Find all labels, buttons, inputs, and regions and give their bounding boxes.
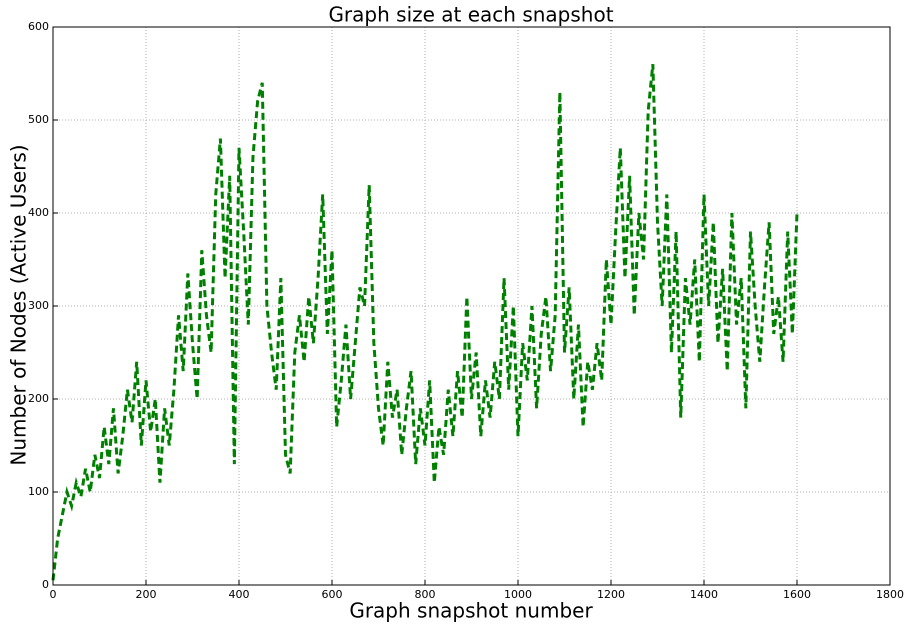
y-tick-label: 100	[28, 485, 49, 498]
y-tick-label: 600	[28, 20, 49, 33]
x-tick-label: 1600	[783, 588, 811, 601]
x-tick-label: 1400	[690, 588, 718, 601]
x-tick-label: 200	[136, 588, 157, 601]
x-tick-label: 1000	[504, 588, 532, 601]
y-tick-label: 200	[28, 392, 49, 405]
x-axis-label: Graph snapshot number	[349, 599, 593, 623]
x-tick-label: 600	[322, 588, 343, 601]
y-tick-label: 500	[28, 113, 49, 126]
y-tick-label: 300	[28, 299, 49, 312]
plot-frame	[52, 26, 891, 586]
y-tick-label: 400	[28, 206, 49, 219]
x-tick-label: 800	[415, 588, 436, 601]
x-tick-label: 1200	[597, 588, 625, 601]
x-tick-label: 0	[50, 588, 57, 601]
chart-title: Graph size at each snapshot	[328, 3, 613, 27]
x-tick-label: 1800	[876, 588, 904, 601]
data-line	[51, 64, 799, 581]
y-tick-label: 0	[42, 578, 49, 591]
y-axis-label: Number of Nodes (Active Users)	[7, 144, 31, 465]
x-tick-label: 400	[229, 588, 250, 601]
